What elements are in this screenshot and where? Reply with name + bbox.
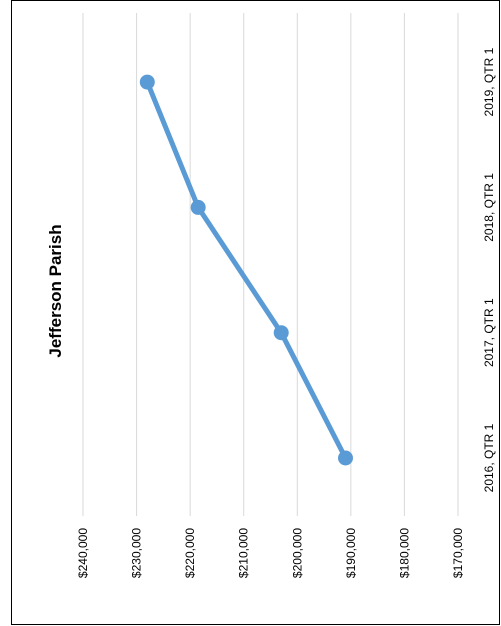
y-tick-label: $200,000 [290,528,304,578]
data-point [273,325,289,341]
chart-title: Jefferson Parish [46,224,65,357]
series-line [144,79,348,461]
chart-frame: $170,000 $180,000 $190,000 $200,000 $210,000… [11,0,500,625]
data-point [338,450,353,466]
y-tick-label: $180,000 [397,528,411,578]
data-point [139,74,155,90]
x-tick-label: 2018, QTR 1 [482,173,496,242]
gridlines [82,13,459,516]
x-tick-label: 2016, QTR 1 [482,423,496,492]
y-tick-label: $230,000 [130,528,144,578]
y-tick-label: $240,000 [76,528,90,578]
x-tick-label: 2017, QTR 1 [482,298,496,367]
x-tick-label: 2019, QTR 1 [482,47,496,116]
data-point [190,199,206,215]
y-tick-label: $190,000 [344,528,358,578]
y-axis-tick-labels: $170,000 $180,000 $190,000 $200,000 $210,000… [76,528,465,578]
y-tick-label: $220,000 [183,528,197,578]
x-axis-tick-labels: 2016, QTR 1 2017, QTR 1 2018, QTR 1 2019, Q… [482,47,496,492]
line-chart: $170,000 $180,000 $190,000 $200,000 $210,000… [46,13,496,578]
y-tick-label: $170,000 [451,528,465,578]
series-layer [139,74,353,466]
y-tick-label: $210,000 [237,528,251,578]
